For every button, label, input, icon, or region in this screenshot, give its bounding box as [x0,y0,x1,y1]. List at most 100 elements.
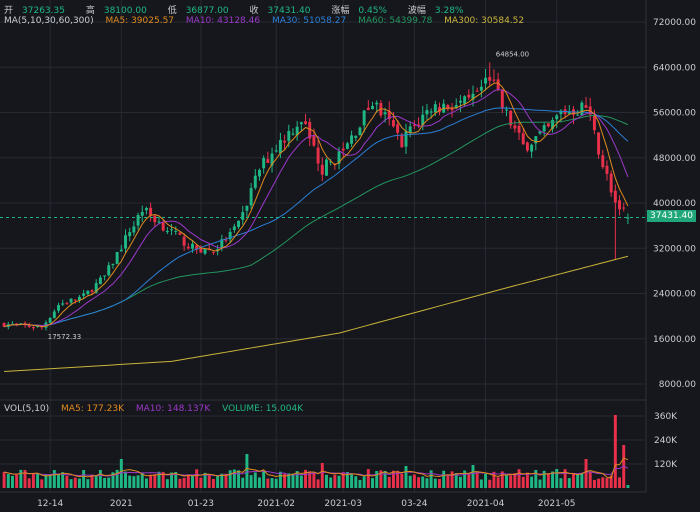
y-tick-label: 24000.00 [653,290,696,300]
candle-body [27,325,31,327]
candle-body [182,236,186,246]
open-value: 37263.35 [22,6,65,16]
volume-bar [174,472,178,488]
high-label: 高 [85,6,95,16]
volume-bar [471,465,475,488]
volume-bar [149,474,153,488]
candle-body [622,207,626,209]
candle-body [274,150,278,152]
volume-bar [551,471,555,488]
candle-body [107,265,111,276]
high-value: 38100.00 [103,6,147,16]
candle-body [94,283,98,293]
x-tick-label: 2021-04 [467,499,505,509]
candle-body [329,161,333,163]
candle-body [467,94,471,98]
candle-body [165,230,169,232]
vol-ma10-legend: MA10: 148.137K [135,404,211,414]
volume-bar [429,470,433,488]
volume-bar [103,477,107,488]
volume-bar [191,475,194,488]
volume-bar [77,478,81,488]
volume-bar [530,476,534,488]
volume-bar [484,473,488,488]
volume-bar [36,473,40,488]
volume-bar [195,469,199,488]
candle-body [492,79,496,81]
volume-bar [538,479,542,488]
volume-bar [44,474,48,488]
volume-bar [375,471,379,488]
candle-body [500,89,504,108]
vol-ma5-line [3,457,629,479]
ma10-legend: MA10: 43128.46 [185,16,261,26]
volume-bar [40,479,44,488]
candle-body [77,296,81,301]
candle-body [567,111,571,114]
candle-body [36,325,40,327]
candle-body [362,110,366,126]
candle-body [241,212,245,220]
volume-bar [391,470,395,488]
x-tick-label: 03-24 [401,499,427,509]
candle-body [488,76,492,81]
candle-body [228,231,232,240]
volume-bar [228,470,232,488]
volume-bar [237,470,241,488]
candle-body [69,298,73,303]
volume-bar [458,476,462,488]
volume-bar [220,473,224,488]
volume-bar [224,473,228,488]
volume-bar [366,469,370,488]
last-price-tag: 37431.40 [647,210,696,222]
volume-value: VOLUME: 15.004K [222,404,304,414]
volume-bar [31,473,35,488]
candle-body [521,133,525,145]
volume-bar [580,473,584,488]
candle-body [609,173,613,193]
candle-body [559,110,563,115]
volume-bar [525,472,529,488]
volume-bar [438,478,441,488]
candle-body [266,159,270,163]
volume-bar [404,466,408,488]
candle-body [320,164,324,175]
volume-bar [262,470,266,488]
low-marker: 17572.33 [48,333,81,341]
amplitude-label: 波幅 [407,6,426,16]
y-tick-label: 8000.00 [659,380,696,390]
candle-body [546,123,550,127]
volume-bar [467,474,471,488]
candle-body [82,293,86,296]
volume-bar [379,470,383,488]
vol-tick-label: 240K [654,436,678,446]
volume-bar [107,477,111,488]
candle-body [433,104,437,113]
candle-body [312,136,316,146]
close-value: 37431.40 [267,6,311,16]
candle-body [580,102,584,116]
candle-body [454,105,458,108]
volume-bar [295,471,299,488]
ohlc-header: 开 37263.35 高 38100.00 低 36877.00 收 37431.40 … [4,3,481,16]
volume-bar [605,478,609,488]
y-tick-label: 72000.00 [653,18,696,28]
candle-body [207,249,211,251]
x-tick-label: 12-14 [37,499,63,509]
candle-body [170,229,174,231]
candle-body [517,125,521,133]
candle-body [391,120,395,127]
y-tick-label: 64000.00 [653,63,696,73]
candle-body [203,249,207,254]
candle-body [178,232,182,235]
volume-bar [144,478,148,488]
candle-body [270,153,274,166]
volume-bar [316,479,320,488]
volume-bar [408,475,412,488]
volume-bar [576,474,580,488]
ma10-line [3,88,629,328]
candle-body [132,226,136,233]
volume-bar [308,471,312,488]
y-tick-label: 56000.00 [653,109,696,119]
